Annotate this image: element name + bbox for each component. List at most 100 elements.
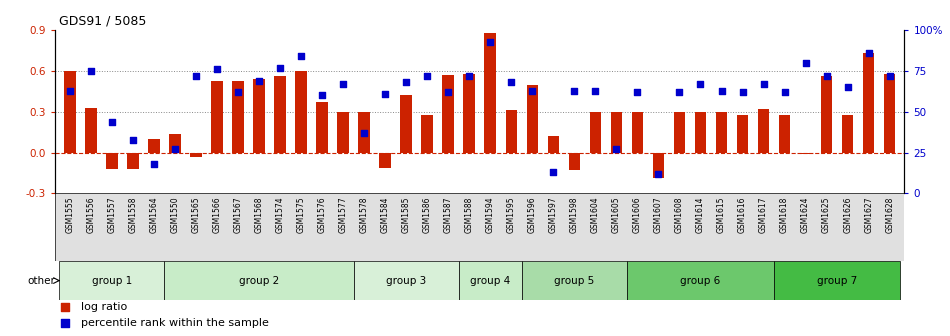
Bar: [611, 112, 622, 153]
Bar: [337, 112, 349, 153]
Point: [672, 89, 687, 95]
Bar: [737, 115, 749, 153]
Point: [756, 81, 771, 87]
Bar: [547, 136, 560, 153]
Bar: [211, 81, 222, 153]
Text: GSM1626: GSM1626: [844, 197, 852, 233]
Bar: [379, 153, 391, 168]
Text: GSM1585: GSM1585: [402, 197, 410, 233]
Text: GSM1584: GSM1584: [381, 197, 390, 233]
Bar: [358, 112, 370, 153]
Point: [777, 89, 792, 95]
Text: GSM1608: GSM1608: [674, 197, 684, 233]
Text: GSM1596: GSM1596: [528, 197, 537, 234]
Point: [231, 89, 246, 95]
Point: [84, 68, 99, 74]
Text: GDS91 / 5085: GDS91 / 5085: [59, 15, 146, 28]
Point: [146, 161, 162, 167]
Point: [273, 65, 288, 71]
Bar: [758, 109, 770, 153]
Point: [883, 73, 898, 79]
Bar: [164, 261, 353, 300]
Point: [483, 39, 498, 44]
Bar: [464, 74, 475, 153]
Text: GSM1597: GSM1597: [549, 197, 558, 234]
Text: GSM1595: GSM1595: [506, 197, 516, 234]
Text: GSM1617: GSM1617: [759, 197, 768, 233]
Text: GSM1627: GSM1627: [864, 197, 873, 233]
Text: GSM1615: GSM1615: [717, 197, 726, 233]
Text: GSM1566: GSM1566: [213, 197, 221, 234]
Point: [125, 137, 141, 142]
Point: [819, 73, 834, 79]
Text: GSM1577: GSM1577: [338, 197, 348, 234]
Bar: [59, 261, 164, 300]
Text: group 5: group 5: [554, 276, 595, 286]
Point: [735, 89, 751, 95]
Point: [462, 73, 477, 79]
Point: [58, 304, 73, 310]
Point: [62, 88, 77, 93]
Point: [252, 78, 267, 83]
Bar: [590, 112, 601, 153]
Bar: [422, 115, 433, 153]
Text: percentile rank within the sample: percentile rank within the sample: [81, 319, 269, 328]
Bar: [774, 261, 901, 300]
Text: GSM1628: GSM1628: [885, 197, 894, 233]
Point: [441, 89, 456, 95]
Point: [798, 60, 813, 66]
Text: log ratio: log ratio: [81, 302, 127, 312]
Point: [713, 88, 729, 93]
Bar: [400, 95, 412, 153]
Bar: [127, 153, 139, 169]
Point: [58, 321, 73, 326]
Text: other: other: [28, 276, 55, 286]
Text: GSM1556: GSM1556: [86, 197, 95, 234]
Text: GSM1564: GSM1564: [149, 197, 159, 234]
Point: [104, 119, 120, 124]
Bar: [526, 85, 538, 153]
Bar: [715, 112, 728, 153]
Point: [567, 88, 582, 93]
Bar: [459, 261, 522, 300]
Text: GSM1606: GSM1606: [633, 197, 642, 234]
Point: [377, 91, 392, 96]
Bar: [295, 71, 307, 153]
Text: GSM1557: GSM1557: [107, 197, 116, 234]
Text: GSM1625: GSM1625: [822, 197, 831, 233]
Point: [167, 146, 182, 152]
Point: [609, 146, 624, 152]
Point: [840, 85, 855, 90]
Text: group 6: group 6: [680, 276, 721, 286]
Bar: [353, 261, 459, 300]
Bar: [821, 77, 832, 153]
Text: GSM1567: GSM1567: [234, 197, 242, 234]
Text: GSM1565: GSM1565: [192, 197, 200, 234]
Bar: [779, 115, 790, 153]
Text: GSM1575: GSM1575: [296, 197, 306, 234]
Bar: [232, 81, 244, 153]
Point: [651, 171, 666, 176]
Text: GSM1555: GSM1555: [66, 197, 74, 234]
Text: GSM1604: GSM1604: [591, 197, 599, 234]
Text: group 2: group 2: [238, 276, 279, 286]
Bar: [148, 139, 160, 153]
Bar: [674, 112, 685, 153]
Point: [588, 88, 603, 93]
Text: group 3: group 3: [386, 276, 427, 286]
Point: [504, 80, 519, 85]
Text: GSM1598: GSM1598: [570, 197, 579, 233]
Text: GSM1614: GSM1614: [696, 197, 705, 233]
Point: [209, 67, 224, 72]
Point: [294, 54, 309, 59]
Point: [630, 89, 645, 95]
Text: GSM1616: GSM1616: [738, 197, 747, 233]
Point: [545, 169, 560, 175]
Text: GSM1594: GSM1594: [485, 197, 495, 234]
Bar: [842, 115, 853, 153]
Bar: [169, 133, 180, 153]
Text: GSM1576: GSM1576: [317, 197, 327, 234]
Bar: [64, 71, 76, 153]
Text: group 1: group 1: [92, 276, 132, 286]
Bar: [86, 108, 97, 153]
